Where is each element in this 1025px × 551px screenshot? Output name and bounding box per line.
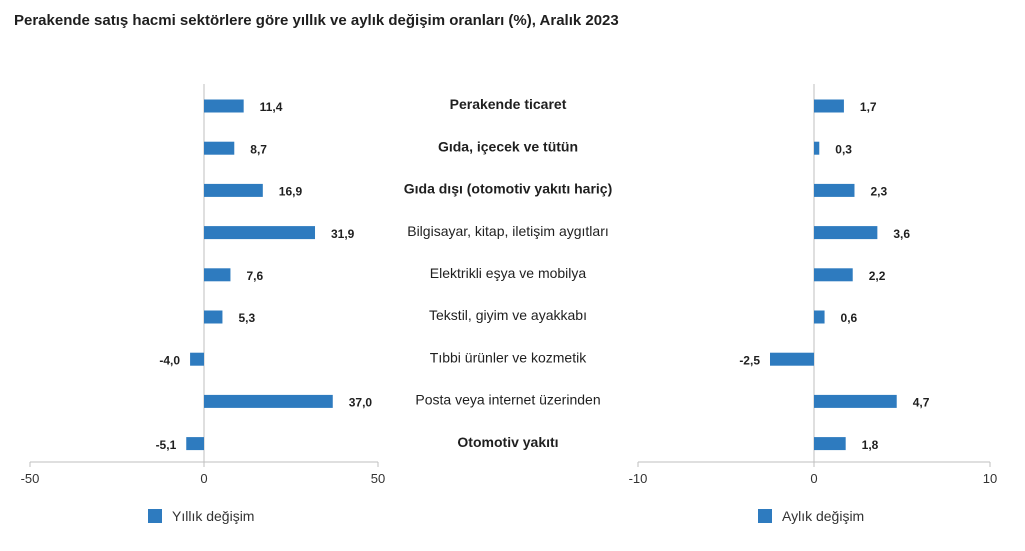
monthly-data-label: 0,6 — [841, 311, 858, 325]
monthly-bar — [814, 141, 820, 155]
category-label: Tıbbi ürünler ve kozmetik — [430, 349, 587, 365]
category-label: Elektrikli eşya ve mobilya — [430, 265, 587, 281]
legend-annual-label: Yıllık değişim — [172, 508, 255, 524]
annual-data-label: 8,7 — [250, 142, 267, 156]
monthly-data-label: 3,6 — [893, 227, 910, 241]
monthly-data-label: 2,2 — [869, 269, 886, 283]
category-label: Perakende ticaret — [450, 96, 567, 112]
monthly-bar — [814, 394, 897, 408]
annual-bar — [186, 437, 204, 451]
annual-bar — [204, 183, 263, 197]
annual-data-label: -5,1 — [156, 438, 177, 452]
category-label: Bilgisayar, kitap, iletişim aygıtları — [407, 223, 609, 239]
legend-monthly-label: Aylık değişim — [782, 508, 865, 524]
monthly-data-label: 1,8 — [862, 438, 879, 452]
annual-bar — [190, 352, 204, 366]
annual-data-label: 37,0 — [349, 396, 373, 410]
monthly-data-label: 1,7 — [860, 100, 877, 114]
monthly-bar — [814, 99, 844, 113]
monthly-x-tick-label: 10 — [983, 471, 997, 486]
monthly-data-label: 0,3 — [835, 142, 852, 156]
monthly-data-label: 4,7 — [913, 396, 930, 410]
legend-monthly[interactable]: Aylık değişim — [758, 508, 864, 524]
category-label: Tekstil, giyim ve ayakkabı — [429, 307, 587, 323]
monthly-bar — [814, 268, 853, 282]
category-label: Posta veya internet üzerinden — [415, 392, 600, 408]
annual-bar — [204, 141, 235, 155]
annual-bar — [204, 394, 333, 408]
annual-data-label: 11,4 — [260, 100, 283, 114]
annual-data-label: 31,9 — [331, 227, 355, 241]
monthly-bar — [770, 352, 814, 366]
monthly-bar — [814, 310, 825, 324]
annual-bar — [204, 226, 316, 240]
category-label: Gıda, içecek ve tütün — [438, 138, 578, 154]
annual-bar — [204, 310, 223, 324]
annual-data-label: -4,0 — [159, 353, 180, 367]
annual-bar — [204, 268, 231, 282]
monthly-data-label: -2,5 — [739, 353, 760, 367]
annual-x-tick-label: 50 — [371, 471, 385, 486]
legend-annual-swatch — [148, 509, 162, 523]
annual-data-label: 5,3 — [238, 311, 255, 325]
annual-x-tick-label: -50 — [21, 471, 40, 486]
annual-data-label: 7,6 — [246, 269, 263, 283]
annual-x-tick-label: 0 — [200, 471, 207, 486]
category-label: Gıda dışı (otomotiv yakıtı hariç) — [404, 181, 612, 197]
monthly-data-label: 2,3 — [870, 185, 887, 199]
monthly-bar — [814, 437, 846, 451]
monthly-bar — [814, 183, 855, 197]
annual-bar — [204, 99, 244, 113]
monthly-bar — [814, 226, 878, 240]
legend-annual[interactable]: Yıllık değişim — [148, 508, 254, 524]
legend-monthly-swatch — [758, 509, 772, 523]
annual-data-label: 16,9 — [279, 185, 303, 199]
monthly-x-tick-label: 0 — [810, 471, 817, 486]
monthly-x-tick-label: -10 — [629, 471, 648, 486]
chart-title: Perakende satış hacmi sektörlere göre yı… — [14, 12, 619, 29]
category-label: Otomotiv yakıtı — [457, 434, 558, 450]
